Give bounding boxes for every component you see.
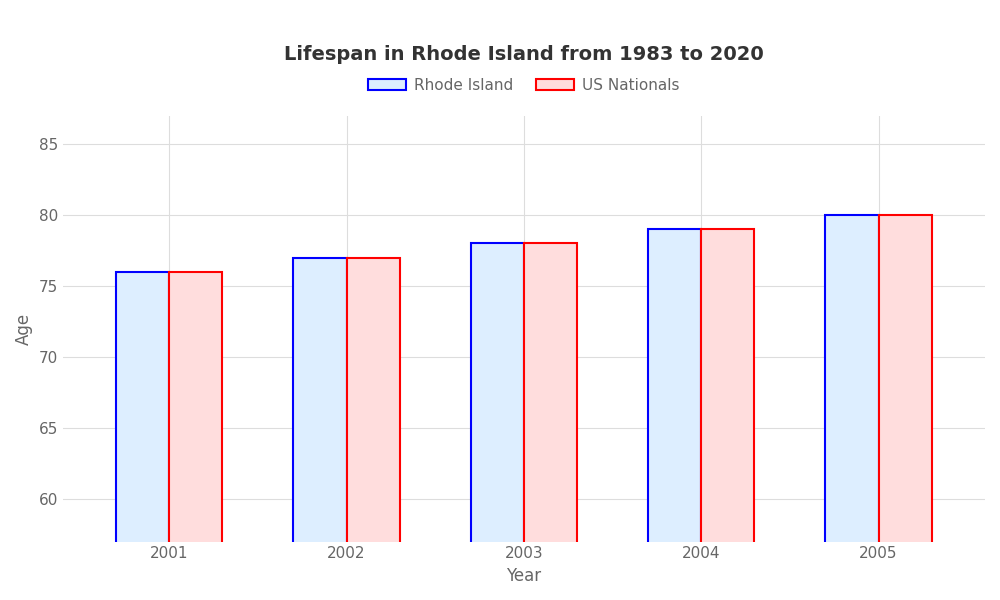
Bar	[701, 229, 754, 600]
Y-axis label: Age: Age	[15, 313, 33, 344]
X-axis label: Year: Year	[506, 567, 541, 585]
Bar	[471, 244, 524, 600]
Bar	[879, 215, 932, 600]
Legend: Rhode Island, US Nationals: Rhode Island, US Nationals	[362, 72, 686, 99]
Bar	[347, 257, 400, 600]
Bar	[293, 257, 347, 600]
Bar	[524, 244, 577, 600]
Bar	[169, 272, 222, 600]
Bar	[825, 215, 879, 600]
Bar	[648, 229, 701, 600]
Bar	[116, 272, 169, 600]
Title: Lifespan in Rhode Island from 1983 to 2020: Lifespan in Rhode Island from 1983 to 20…	[284, 45, 764, 64]
